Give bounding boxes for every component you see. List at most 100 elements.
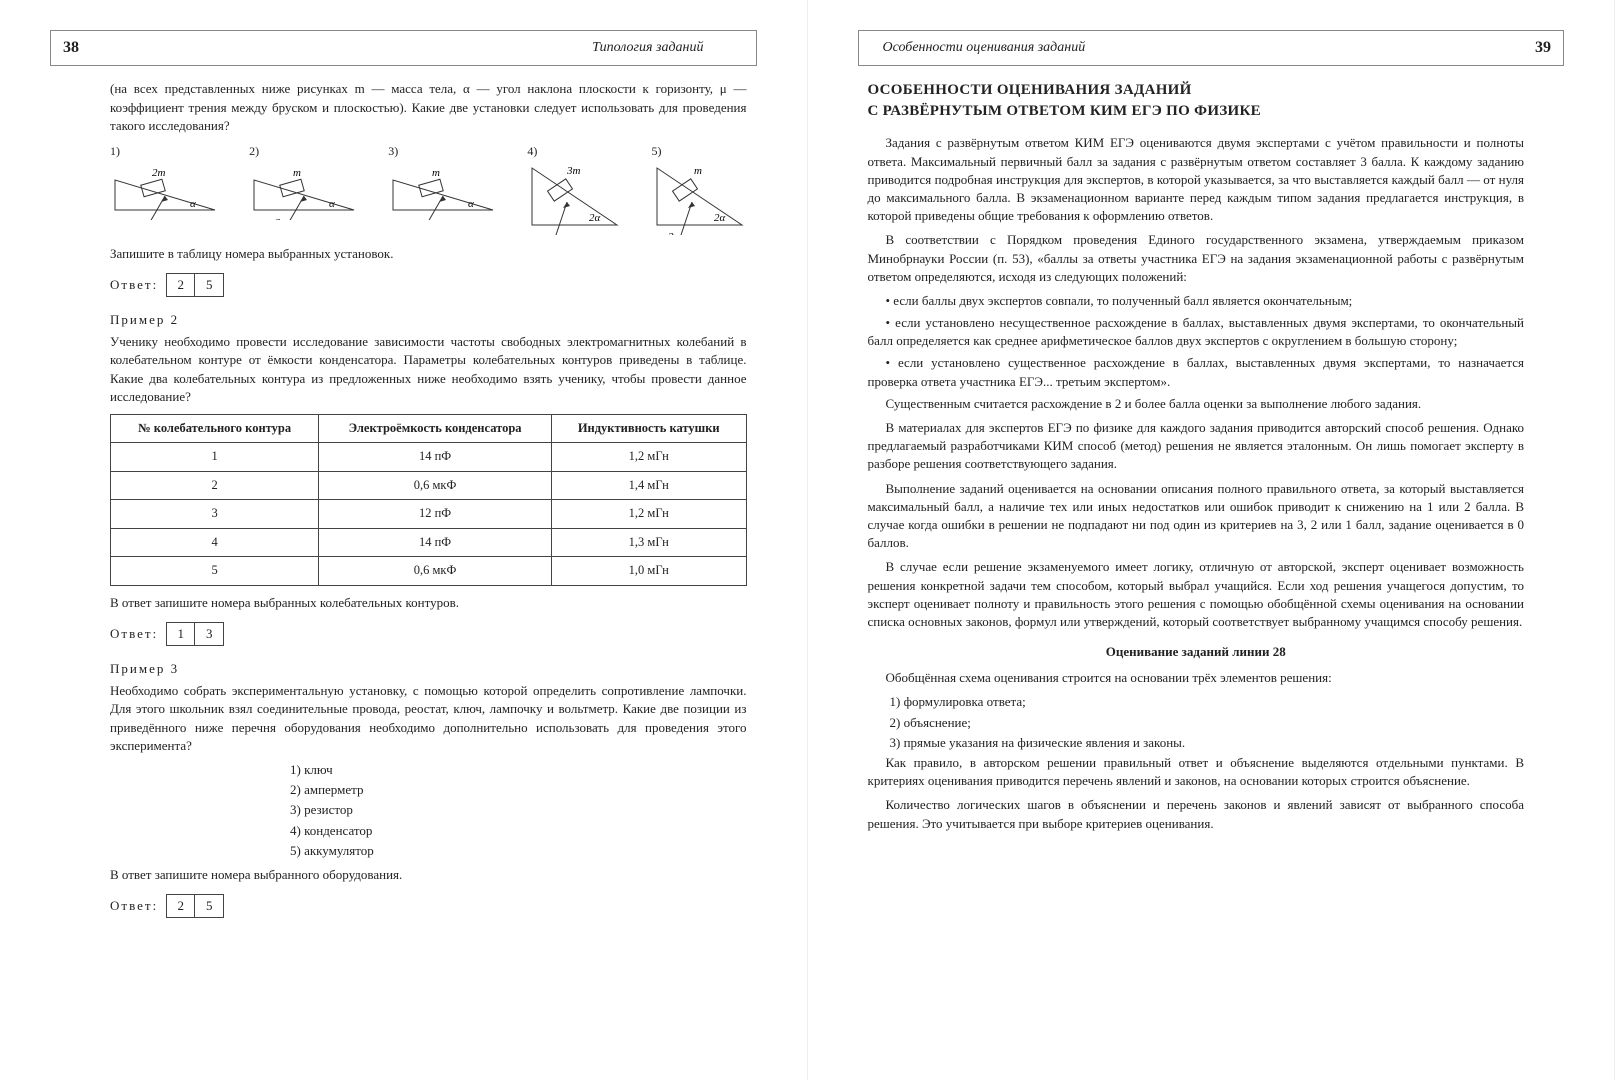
table-cell: 1,0 мГн bbox=[551, 557, 746, 586]
svg-text:2μ: 2μ bbox=[668, 231, 680, 235]
svg-text:μ: μ bbox=[544, 231, 551, 235]
incline-icon: m 2μ α bbox=[249, 160, 359, 220]
example-3-text: Необходимо собрать экспериментальную уст… bbox=[110, 682, 747, 755]
answer-boxes: 2 5 bbox=[166, 273, 224, 297]
table-row: 312 пФ1,2 мГн bbox=[111, 500, 747, 529]
section-heading: ОСОБЕННОСТИ ОЦЕНИВАНИЯ ЗАДАНИЙ С РАЗВЁРН… bbox=[868, 80, 1525, 122]
example-3-after: В ответ запишите номера выбранного обору… bbox=[110, 866, 747, 884]
h2-line1: ОСОБЕННОСТИ ОЦЕНИВАНИЯ ЗАДАНИЙ bbox=[868, 82, 1192, 98]
paragraph: Обобщённая схема оценивания строится на … bbox=[868, 669, 1525, 687]
page-header-left: 38 Типология заданий bbox=[50, 30, 757, 66]
table-cell: 5 bbox=[111, 557, 319, 586]
table-row: 50,6 мкФ1,0 мГн bbox=[111, 557, 747, 586]
fig-num: 1) bbox=[110, 144, 120, 158]
list-item: 2) объяснение; bbox=[890, 714, 1525, 732]
svg-text:m: m bbox=[432, 167, 440, 179]
enum-list: 1) формулировка ответа;2) объяснение;3) … bbox=[890, 693, 1525, 752]
table-cell: 1 bbox=[111, 443, 319, 472]
answer-boxes: 2 5 bbox=[166, 894, 224, 918]
th: № колебательного контура bbox=[111, 414, 319, 443]
svg-text:μ: μ bbox=[137, 217, 144, 220]
page-left: 38 Типология заданий (на всех представле… bbox=[0, 0, 808, 1080]
incline-icon: 3m μ 2α bbox=[527, 160, 622, 235]
incline-icon: 2m μ α bbox=[110, 160, 220, 220]
paragraph: Количество логических шагов в объяснении… bbox=[868, 796, 1525, 832]
paragraph: Задания с развёрнутым ответом КИМ ЕГЭ оц… bbox=[868, 134, 1525, 225]
table-cell: 2 bbox=[111, 471, 319, 500]
answer-label: Ответ: bbox=[110, 897, 158, 915]
svg-text:2m: 2m bbox=[152, 167, 166, 179]
bullet-item: • если баллы двух экспертов совпали, то … bbox=[868, 292, 1525, 310]
page-number: 39 bbox=[1511, 37, 1551, 59]
svg-text:2μ: 2μ bbox=[275, 217, 287, 220]
right-content: ОСОБЕННОСТИ ОЦЕНИВАНИЯ ЗАДАНИЙ С РАЗВЁРН… bbox=[858, 80, 1565, 832]
table-cell: 12 пФ bbox=[319, 500, 552, 529]
fig-num: 5) bbox=[652, 144, 662, 158]
answer-1: Ответ: 2 5 bbox=[110, 273, 747, 297]
fig-4: 4) 3m μ 2α bbox=[527, 143, 622, 235]
example-2-text: Ученику необходимо провести исследование… bbox=[110, 333, 747, 406]
answer-cell: 5 bbox=[195, 895, 223, 917]
paragraph: В материалах для экспертов ЕГЭ по физике… bbox=[868, 419, 1525, 474]
header-title: Типология заданий bbox=[592, 38, 703, 58]
table-row: 414 пФ1,3 мГн bbox=[111, 528, 747, 557]
paragraph: Как правило, в авторском решении правиль… bbox=[868, 754, 1525, 790]
answer-cell: 1 bbox=[167, 623, 195, 645]
list-item: 3) прямые указания на физические явления… bbox=[890, 734, 1525, 752]
bullet-item: • если установлено несущественное расхож… bbox=[868, 314, 1525, 350]
fig-1: 1) 2m μ α bbox=[110, 143, 220, 235]
th: Индуктивность катушки bbox=[551, 414, 746, 443]
table-row: 20,6 мкФ1,4 мГн bbox=[111, 471, 747, 500]
answer-cell: 2 bbox=[167, 274, 195, 296]
equipment-list: 1) ключ2) амперметр3) резистор4) конденс… bbox=[110, 761, 747, 860]
table-cell: 3 bbox=[111, 500, 319, 529]
answer-cell: 5 bbox=[195, 274, 223, 296]
answer-label: Ответ: bbox=[110, 276, 158, 294]
table-cell: 1,3 мГн bbox=[551, 528, 746, 557]
svg-text:2α: 2α bbox=[714, 212, 726, 224]
svg-text:3m: 3m bbox=[566, 165, 581, 177]
page-right: Особенности оценивания заданий 39 ОСОБЕН… bbox=[808, 0, 1615, 1080]
list-item: 2) амперметр bbox=[290, 781, 747, 799]
figure-row: 1) 2m μ α 2) m 2μ α bbox=[110, 143, 747, 235]
paragraph: Выполнение заданий оценивается на основа… bbox=[868, 480, 1525, 553]
table-cell: 1,2 мГн bbox=[551, 443, 746, 472]
table-cell: 4 bbox=[111, 528, 319, 557]
answer-cell: 2 bbox=[167, 895, 195, 917]
table-cell: 0,6 мкФ bbox=[319, 557, 552, 586]
incline-icon: m 2μ 2α bbox=[652, 160, 747, 235]
list-item: 4) конденсатор bbox=[290, 822, 747, 840]
contours-table: № колебательного контура Электроёмкость … bbox=[110, 414, 747, 586]
h2-line2: С РАЗВЁРНУТЫМ ОТВЕТОМ КИМ ЕГЭ ПО ФИЗИКЕ bbox=[868, 103, 1261, 119]
paragraph: В соответствии с Порядком проведения Еди… bbox=[868, 231, 1525, 286]
svg-text:2α: 2α bbox=[589, 212, 601, 224]
incline-icon: m μ α bbox=[388, 160, 498, 220]
table-row: 114 пФ1,2 мГн bbox=[111, 443, 747, 472]
answer-3: Ответ: 2 5 bbox=[110, 894, 747, 918]
fig-5: 5) m 2μ 2α bbox=[652, 143, 747, 235]
answer-cell: 3 bbox=[195, 623, 223, 645]
subsection-28: Оценивание заданий линии 28 bbox=[868, 643, 1525, 661]
svg-text:μ: μ bbox=[415, 217, 422, 220]
header-title: Особенности оценивания заданий bbox=[883, 38, 1086, 58]
answer-2: Ответ: 1 3 bbox=[110, 622, 747, 646]
list-item: 5) аккумулятор bbox=[290, 842, 747, 860]
left-content: (на всех представленных ниже рисунках m … bbox=[50, 80, 757, 918]
example-2-after: В ответ запишите номера выбранных колеба… bbox=[110, 594, 747, 612]
paragraph: Существенным считается расхождение в 2 и… bbox=[868, 395, 1525, 413]
table-cell: 14 пФ bbox=[319, 528, 552, 557]
write-instruction: Запишите в таблицу номера выбранных уста… bbox=[110, 245, 747, 263]
paragraph: В случае если решение экзаменуемого имее… bbox=[868, 558, 1525, 631]
list-item: 3) резистор bbox=[290, 801, 747, 819]
page-header-right: Особенности оценивания заданий 39 bbox=[858, 30, 1565, 66]
intro-text: (на всех представленных ниже рисунках m … bbox=[110, 80, 747, 135]
answer-boxes: 1 3 bbox=[166, 622, 224, 646]
fig-num: 4) bbox=[527, 144, 537, 158]
page-number: 38 bbox=[63, 37, 103, 59]
th: Электроёмкость конденсатора bbox=[319, 414, 552, 443]
svg-text:α: α bbox=[468, 198, 474, 210]
bullet-item: • если установлено существенное расхожде… bbox=[868, 354, 1525, 390]
fig-2: 2) m 2μ α bbox=[249, 143, 359, 235]
svg-text:α: α bbox=[329, 198, 335, 210]
fig-num: 3) bbox=[388, 144, 398, 158]
